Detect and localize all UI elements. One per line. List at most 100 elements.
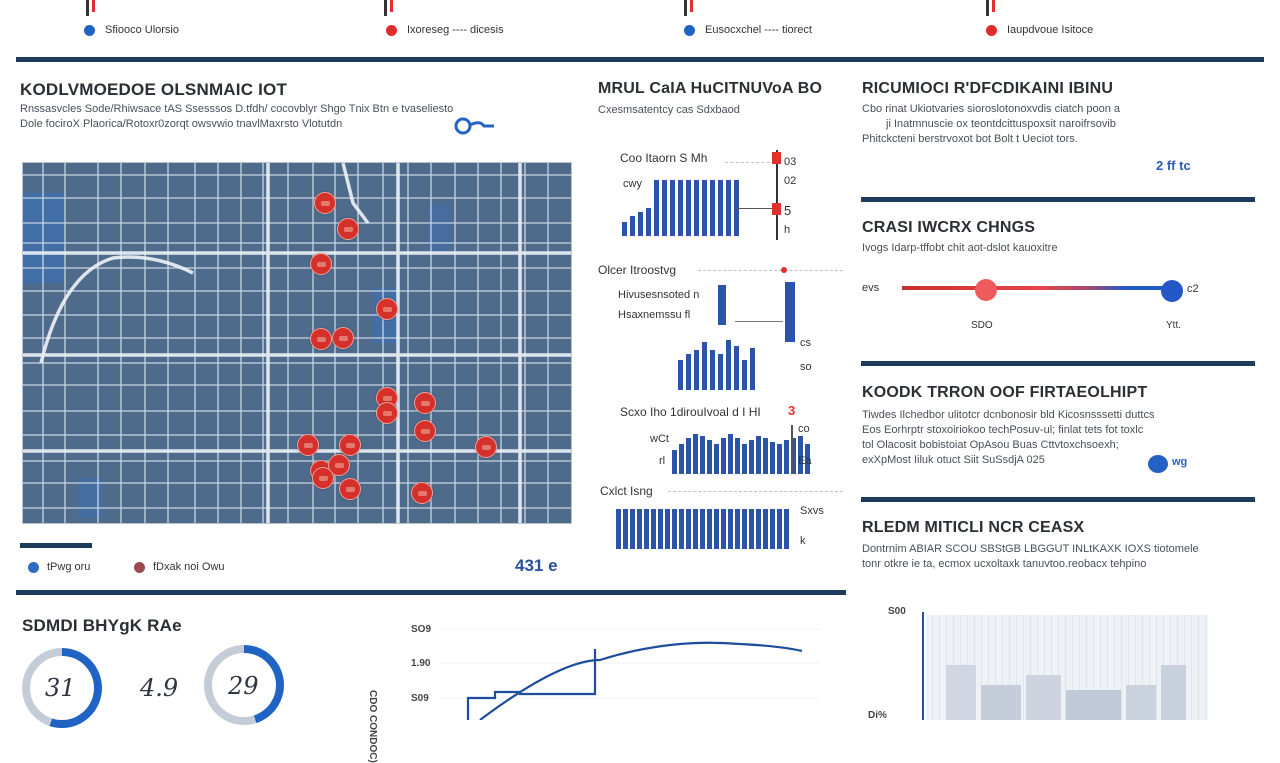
slider-handle-min[interactable] [975,279,997,301]
bar [718,180,723,236]
incident-pin[interactable] [310,328,332,350]
body-line: Tiwdes Ilchedbor ulitotcr dcnbonosir bld… [862,409,1155,421]
incident-pin[interactable] [337,218,359,240]
bar [726,180,731,236]
value-label: 02 [784,175,797,187]
red-dot-icon [986,24,997,36]
bar [734,346,739,390]
section-body: Tiwdes Ilchedbor ulitotcr dcnbonosir bld… [862,408,1252,468]
group-title: Cxlct Isng [600,484,653,498]
bar [702,342,707,390]
y-axis [922,612,924,720]
incident-pin[interactable] [414,420,436,442]
incident-pin[interactable] [376,298,398,320]
y-tick: S09 [411,693,429,704]
bar [728,434,733,474]
share-link[interactable]: wg [1172,456,1188,468]
bar [714,509,719,549]
axis-tick [986,0,989,16]
gauge-value: 4.9 [140,674,179,702]
red-marker [772,152,781,164]
incident-pin[interactable] [414,392,436,414]
incident-pin[interactable] [297,434,319,456]
bar [693,434,698,474]
density-chart [926,615,1208,720]
slider-max-value: Ytt. [1166,320,1182,331]
divider [16,57,1264,62]
gauge-1 [22,648,102,728]
incident-pin[interactable] [411,482,433,504]
bar [646,208,651,236]
range-slider[interactable] [902,286,1182,290]
legend-label: fDxak noi Owu [153,561,225,573]
line-chart-svg [440,628,820,720]
bar [735,438,740,474]
incident-pin[interactable] [328,454,350,476]
legend-bar [20,543,92,548]
section-title: SDMDI BHYgK RAe [22,616,182,635]
body-line: Dole fociroX Plaorica/Rotoxr0zorqt owsvw… [20,118,343,130]
body-line: Dontrnim ABIAR SCOU SBStGB LBGGUT INLtKA… [862,543,1199,555]
gauge-value: 31 [45,674,76,702]
bar [784,509,789,549]
red-marker [772,203,781,215]
footer-link[interactable]: 2 ff tc [1156,158,1191,173]
bar [763,509,768,549]
incident-pin[interactable] [312,467,334,489]
group-label: Coo Itaorn S Mh [620,151,708,165]
key-icon[interactable] [454,116,510,141]
bar [785,282,795,342]
incident-pin[interactable] [339,478,361,500]
axis-tick-red [390,0,393,12]
incident-map[interactable] [22,162,572,524]
divider [861,497,1255,502]
y-axis-bottom-label: Di% [868,710,887,721]
bar [686,438,691,474]
y-tick: 1.90 [411,658,431,669]
section-title: KODLVMOEDOE OLSNMAIC IOT [20,80,288,99]
baseline [735,321,783,322]
legend-item: Eusocxchel ---- tiorect [684,24,812,36]
group-label: Hsaxnemssu fl [618,309,691,321]
value-label: 03 [784,156,797,168]
slider-handle-max[interactable] [1161,280,1183,302]
axis-tick [684,0,687,16]
bar [735,509,740,549]
bar [718,354,723,390]
bar [672,509,677,549]
bar [726,340,731,390]
bar [714,444,719,474]
incident-pin[interactable] [332,327,354,349]
bar [623,509,628,549]
section-title: RLEDM MITICLI NCR CEASX [862,519,1085,536]
incident-pin[interactable] [339,434,361,456]
group-title: Scxo Iho 1dirouIvoal d I HI [620,405,761,419]
bar [665,509,670,549]
incident-pin[interactable] [376,402,398,424]
bar [718,285,726,325]
bar [616,509,621,549]
axis-line [791,425,793,473]
group-label: cwy [623,178,642,190]
value-label: Ea [798,455,812,467]
axis-tick-red [690,0,693,12]
divider [16,590,846,595]
bar [749,509,754,549]
connector-line [735,208,775,209]
bar [637,509,642,549]
bar [700,436,705,474]
body-line: Eos Eorhrptr stoxoiriokoo techPosuv-ul; … [862,424,1144,436]
incident-pin[interactable] [310,253,332,275]
axis-tick-red [92,0,95,12]
share-icon[interactable] [1148,455,1168,473]
incident-pin[interactable] [475,436,497,458]
bar [770,509,775,549]
bar [654,180,659,236]
gauge-value: 29 [228,672,259,700]
bar [710,180,715,236]
legend-item: Sfiooco Ulorsio [84,24,179,36]
section-title: CRASI IWCRX CHNGS [862,219,1036,236]
bar [679,509,684,549]
incident-pin[interactable] [314,192,336,214]
value-label: co [798,423,810,435]
